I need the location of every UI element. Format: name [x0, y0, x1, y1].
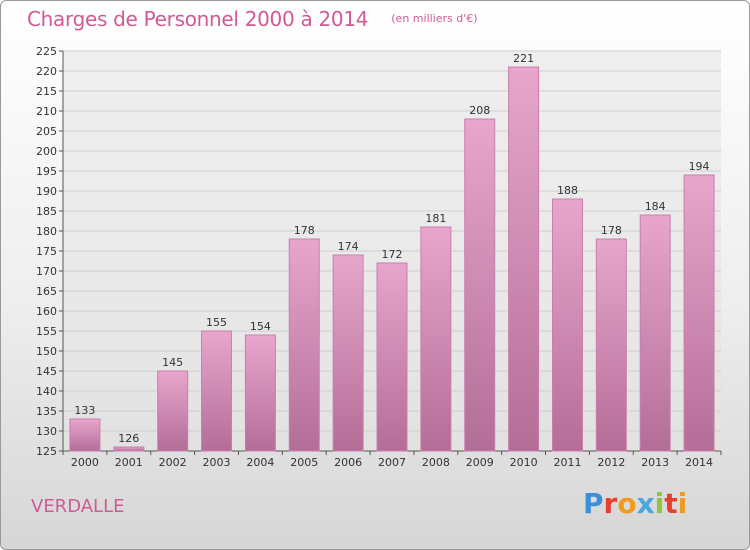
x-tick-label: 2004	[246, 456, 274, 469]
y-tick-label: 160	[36, 305, 57, 318]
y-tick-label: 155	[36, 325, 57, 338]
brand-letter: P	[583, 487, 604, 520]
data-label: 181	[425, 212, 446, 225]
data-label: 194	[689, 160, 710, 173]
data-label: 172	[382, 248, 403, 261]
bar	[113, 446, 145, 452]
brand-letter: i	[654, 487, 665, 520]
y-tick-label: 195	[36, 165, 57, 178]
bar	[201, 330, 233, 452]
x-tick-label: 2006	[334, 456, 362, 469]
data-label: 126	[118, 432, 139, 445]
x-tick-label: 2010	[510, 456, 538, 469]
x-tick-label: 2012	[597, 456, 625, 469]
bar	[683, 174, 715, 452]
x-tick-label: 2005	[290, 456, 318, 469]
y-tick-label: 220	[36, 65, 57, 78]
bar	[420, 226, 452, 452]
data-label: 174	[338, 240, 359, 253]
data-label: 208	[469, 104, 490, 117]
bar	[508, 66, 540, 452]
y-tick-label: 200	[36, 145, 57, 158]
y-tick-label: 170	[36, 265, 57, 278]
y-tick-label: 165	[36, 285, 57, 298]
bar	[244, 334, 276, 452]
y-tick-label: 140	[36, 385, 57, 398]
x-tick-label: 2000	[71, 456, 99, 469]
x-tick-label: 2002	[159, 456, 187, 469]
y-tick-label: 225	[36, 45, 57, 58]
x-tick-label: 2014	[685, 456, 713, 469]
data-label: 145	[162, 356, 183, 369]
data-label: 178	[294, 224, 315, 237]
x-tick-label: 2011	[553, 456, 581, 469]
x-tick-label: 2013	[641, 456, 669, 469]
chart-subtitle: (en milliers d'€)	[391, 12, 478, 25]
y-tick-label: 190	[36, 185, 57, 198]
brand-letter: i	[677, 487, 688, 520]
proxiti-logo: Proxiti	[583, 487, 687, 520]
y-tick-label: 180	[36, 225, 57, 238]
x-tick-label: 2008	[422, 456, 450, 469]
y-tick-label: 215	[36, 85, 57, 98]
bar	[332, 254, 364, 452]
data-label: 188	[557, 184, 578, 197]
y-tick-label: 210	[36, 105, 57, 118]
bar	[376, 262, 408, 452]
brand-letter: r	[603, 487, 618, 520]
y-tick-label: 150	[36, 345, 57, 358]
bar	[69, 418, 101, 452]
y-tick-label: 135	[36, 405, 57, 418]
commune-name: VERDALLE	[31, 496, 125, 517]
y-tick-label: 175	[36, 245, 57, 258]
brand-letter: t	[664, 487, 678, 520]
bar	[639, 214, 671, 452]
chart-title: Charges de Personnel 2000 à 2014	[27, 7, 369, 31]
bar	[288, 238, 320, 452]
y-tick-label: 205	[36, 125, 57, 138]
bar	[595, 238, 627, 452]
bar	[464, 118, 496, 452]
data-label: 155	[206, 316, 227, 329]
y-tick-label: 130	[36, 425, 57, 438]
data-label: 133	[74, 404, 95, 417]
x-tick-label: 2007	[378, 456, 406, 469]
x-tick-label: 2003	[203, 456, 231, 469]
y-tick-label: 125	[36, 445, 57, 458]
x-tick-label: 2009	[466, 456, 494, 469]
x-tick-label: 2001	[115, 456, 143, 469]
data-label: 178	[601, 224, 622, 237]
y-tick-label: 145	[36, 365, 57, 378]
y-tick-label: 185	[36, 205, 57, 218]
brand-letter: x	[636, 487, 655, 520]
data-label: 184	[645, 200, 666, 213]
brand-letter: o	[617, 487, 637, 520]
data-label: 154	[250, 320, 271, 333]
data-label: 221	[513, 52, 534, 65]
bar	[551, 198, 583, 452]
bar	[157, 370, 189, 452]
title-row: Charges de Personnel 2000 à 2014 (en mil…	[27, 7, 478, 31]
